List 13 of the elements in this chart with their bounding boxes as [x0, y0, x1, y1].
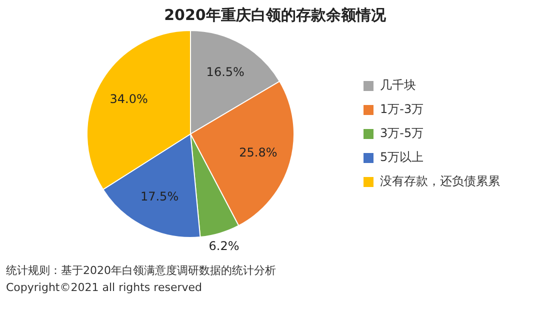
- data-label: 34.0%: [110, 92, 148, 106]
- text: 统计规则：基于2020年白领满意度调研数据的统计分析: [6, 263, 276, 279]
- legend-label: 3万-5万: [380, 126, 424, 140]
- data-label: 25.8%: [239, 145, 278, 160]
- text: Copyright©2021 all rights reserved: [6, 280, 203, 296]
- chart-title: 2020年重庆白领的存款余额情况: [163, 5, 387, 26]
- data-label: 6.2%: [208, 238, 240, 253]
- legend-label: 没有存款，还负债累累: [380, 174, 500, 188]
- legend-label: 几千块: [380, 78, 416, 92]
- data-label: 16.5%: [206, 64, 244, 79]
- legend-label: 1万-3万: [380, 102, 424, 116]
- data-label: 17.5%: [140, 189, 179, 204]
- legend-label: 5万以上: [380, 150, 424, 164]
